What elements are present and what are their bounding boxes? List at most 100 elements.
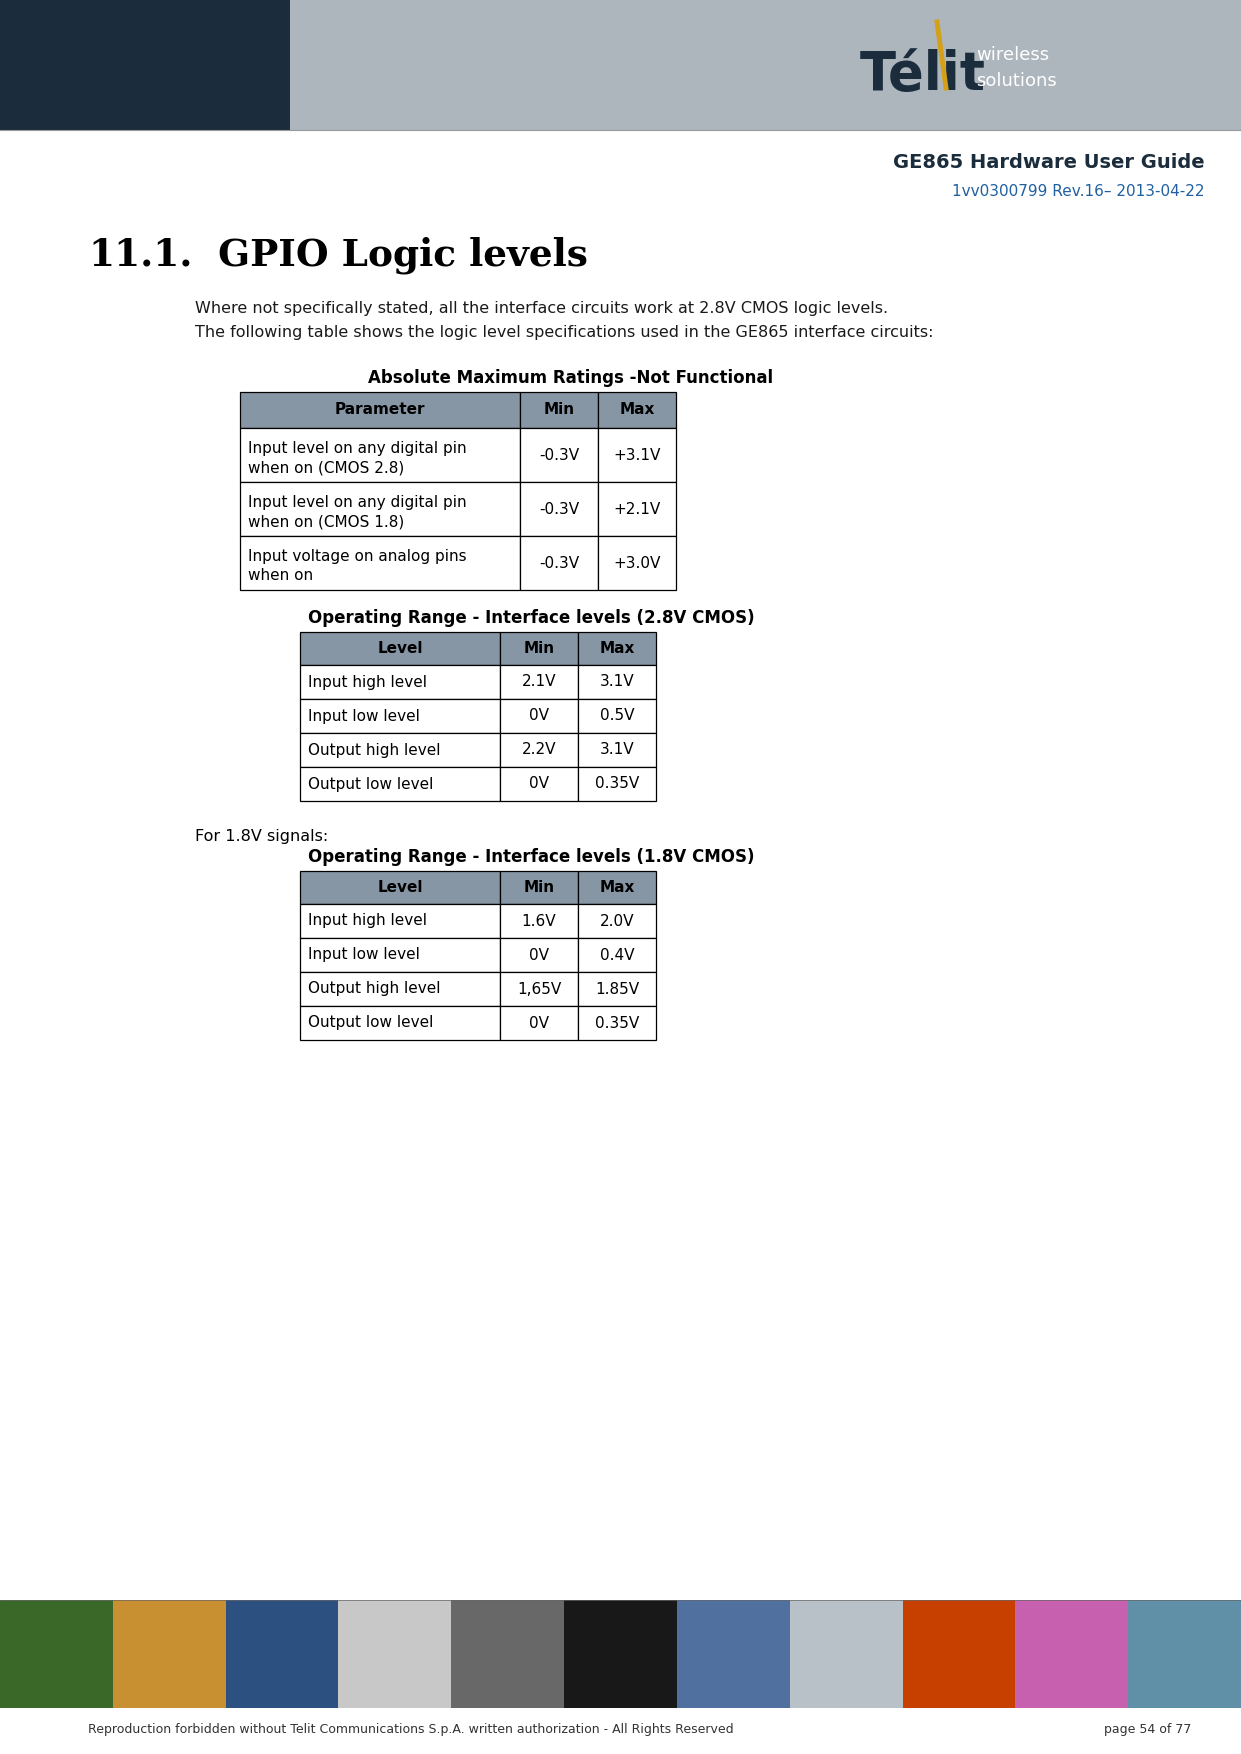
Bar	[520, 391, 598, 428]
Text: Output low level: Output low level	[308, 1016, 433, 1031]
Bar	[578, 665, 656, 700]
Text: Input high level: Input high level	[308, 675, 427, 689]
Text: +3.1V: +3.1V	[613, 447, 660, 463]
Bar	[300, 766, 500, 802]
Bar	[578, 938, 656, 972]
Text: Input high level: Input high level	[308, 914, 427, 928]
Text: 0V: 0V	[529, 709, 549, 723]
Text: Input level on any digital pin: Input level on any digital pin	[248, 440, 467, 456]
Bar	[500, 903, 578, 938]
Text: 3.1V: 3.1V	[599, 742, 634, 758]
Text: Max: Max	[599, 640, 634, 656]
Text: Min: Min	[524, 640, 555, 656]
Text: GE865 Hardware User Guide: GE865 Hardware User Guide	[894, 154, 1205, 172]
Bar	[500, 938, 578, 972]
Bar	[240, 537, 520, 589]
Text: Min: Min	[524, 881, 555, 895]
Text: 0V: 0V	[529, 1016, 549, 1031]
Bar	[300, 872, 500, 903]
Bar	[598, 428, 676, 482]
Bar	[300, 972, 500, 1007]
Text: 3.1V: 3.1V	[599, 675, 634, 689]
Text: -0.3V: -0.3V	[539, 447, 580, 463]
Text: when on (CMOS 2.8): when on (CMOS 2.8)	[248, 461, 405, 475]
Text: 0V: 0V	[529, 777, 549, 791]
Text: when on: when on	[248, 568, 313, 584]
Text: Input low level: Input low level	[308, 947, 419, 963]
Bar	[290, 0, 1241, 130]
Bar	[0, 1600, 113, 1708]
Bar	[300, 903, 500, 938]
Bar	[1015, 1600, 1128, 1708]
Text: wireless
solutions: wireless solutions	[975, 47, 1057, 89]
Bar	[520, 428, 598, 482]
Bar	[300, 733, 500, 766]
Bar	[300, 700, 500, 733]
Bar	[300, 631, 500, 665]
Bar	[500, 665, 578, 700]
Text: Reproduction forbidden without Telit Communications S.p.A. written authorization: Reproduction forbidden without Telit Com…	[88, 1724, 733, 1736]
Text: For 1.8V signals:: For 1.8V signals:	[195, 830, 329, 844]
Bar	[676, 1600, 789, 1708]
Text: 1.85V: 1.85V	[594, 982, 639, 996]
Text: Output high level: Output high level	[308, 742, 441, 758]
Text: 2.0V: 2.0V	[599, 914, 634, 928]
Bar	[578, 700, 656, 733]
Bar	[1128, 1600, 1241, 1708]
Text: Input level on any digital pin: Input level on any digital pin	[248, 495, 467, 509]
Text: +3.0V: +3.0V	[613, 556, 660, 570]
Text: -0.3V: -0.3V	[539, 556, 580, 570]
Text: page 54 of 77: page 54 of 77	[1103, 1724, 1191, 1736]
Bar	[598, 482, 676, 537]
Text: Output high level: Output high level	[308, 982, 441, 996]
Bar	[598, 391, 676, 428]
Bar	[339, 1600, 452, 1708]
Text: -0.3V: -0.3V	[539, 502, 580, 516]
Text: 1,65V: 1,65V	[516, 982, 561, 996]
Bar	[578, 631, 656, 665]
Text: 0.4V: 0.4V	[599, 947, 634, 963]
Bar	[240, 482, 520, 537]
Bar	[578, 972, 656, 1007]
Text: Where not specifically stated, all the interface circuits work at 2.8V CMOS logi: Where not specifically stated, all the i…	[195, 300, 889, 316]
Bar	[226, 1600, 339, 1708]
Bar	[578, 872, 656, 903]
Text: Input low level: Input low level	[308, 709, 419, 723]
Bar	[902, 1600, 1015, 1708]
Text: 2.1V: 2.1V	[521, 675, 556, 689]
Bar	[240, 391, 520, 428]
Bar	[500, 972, 578, 1007]
Text: 11.1.: 11.1.	[88, 237, 192, 274]
Text: 1vv0300799 Rev.16– 2013-04-22: 1vv0300799 Rev.16– 2013-04-22	[953, 184, 1205, 198]
Bar	[240, 428, 520, 482]
Bar	[500, 1007, 578, 1040]
Bar	[520, 482, 598, 537]
Text: Min: Min	[544, 402, 575, 417]
Bar	[113, 1600, 226, 1708]
Text: 0.35V: 0.35V	[594, 777, 639, 791]
Bar	[500, 872, 578, 903]
Text: 0.5V: 0.5V	[599, 709, 634, 723]
Text: Max: Max	[599, 881, 634, 895]
Bar	[500, 733, 578, 766]
Text: Level: Level	[377, 640, 423, 656]
Bar	[565, 1600, 676, 1708]
Text: GPIO Logic levels: GPIO Logic levels	[218, 237, 588, 274]
Text: 2.2V: 2.2V	[521, 742, 556, 758]
Text: Output low level: Output low level	[308, 777, 433, 791]
Bar	[300, 665, 500, 700]
Text: Operating Range - Interface levels (1.8V CMOS): Operating Range - Interface levels (1.8V…	[308, 847, 755, 866]
Text: Télit: Télit	[860, 49, 987, 102]
Bar	[578, 733, 656, 766]
Text: Max: Max	[619, 402, 655, 417]
Text: Parameter: Parameter	[335, 402, 426, 417]
Bar	[598, 537, 676, 589]
Bar	[0, 0, 290, 130]
Text: 1.6V: 1.6V	[521, 914, 556, 928]
Text: +2.1V: +2.1V	[613, 502, 660, 516]
Bar	[520, 537, 598, 589]
Text: Operating Range - Interface levels (2.8V CMOS): Operating Range - Interface levels (2.8V…	[308, 609, 755, 626]
Text: when on (CMOS 1.8): when on (CMOS 1.8)	[248, 514, 405, 530]
Bar	[578, 766, 656, 802]
Text: Absolute Maximum Ratings -Not Functional: Absolute Maximum Ratings -Not Functional	[369, 368, 773, 388]
